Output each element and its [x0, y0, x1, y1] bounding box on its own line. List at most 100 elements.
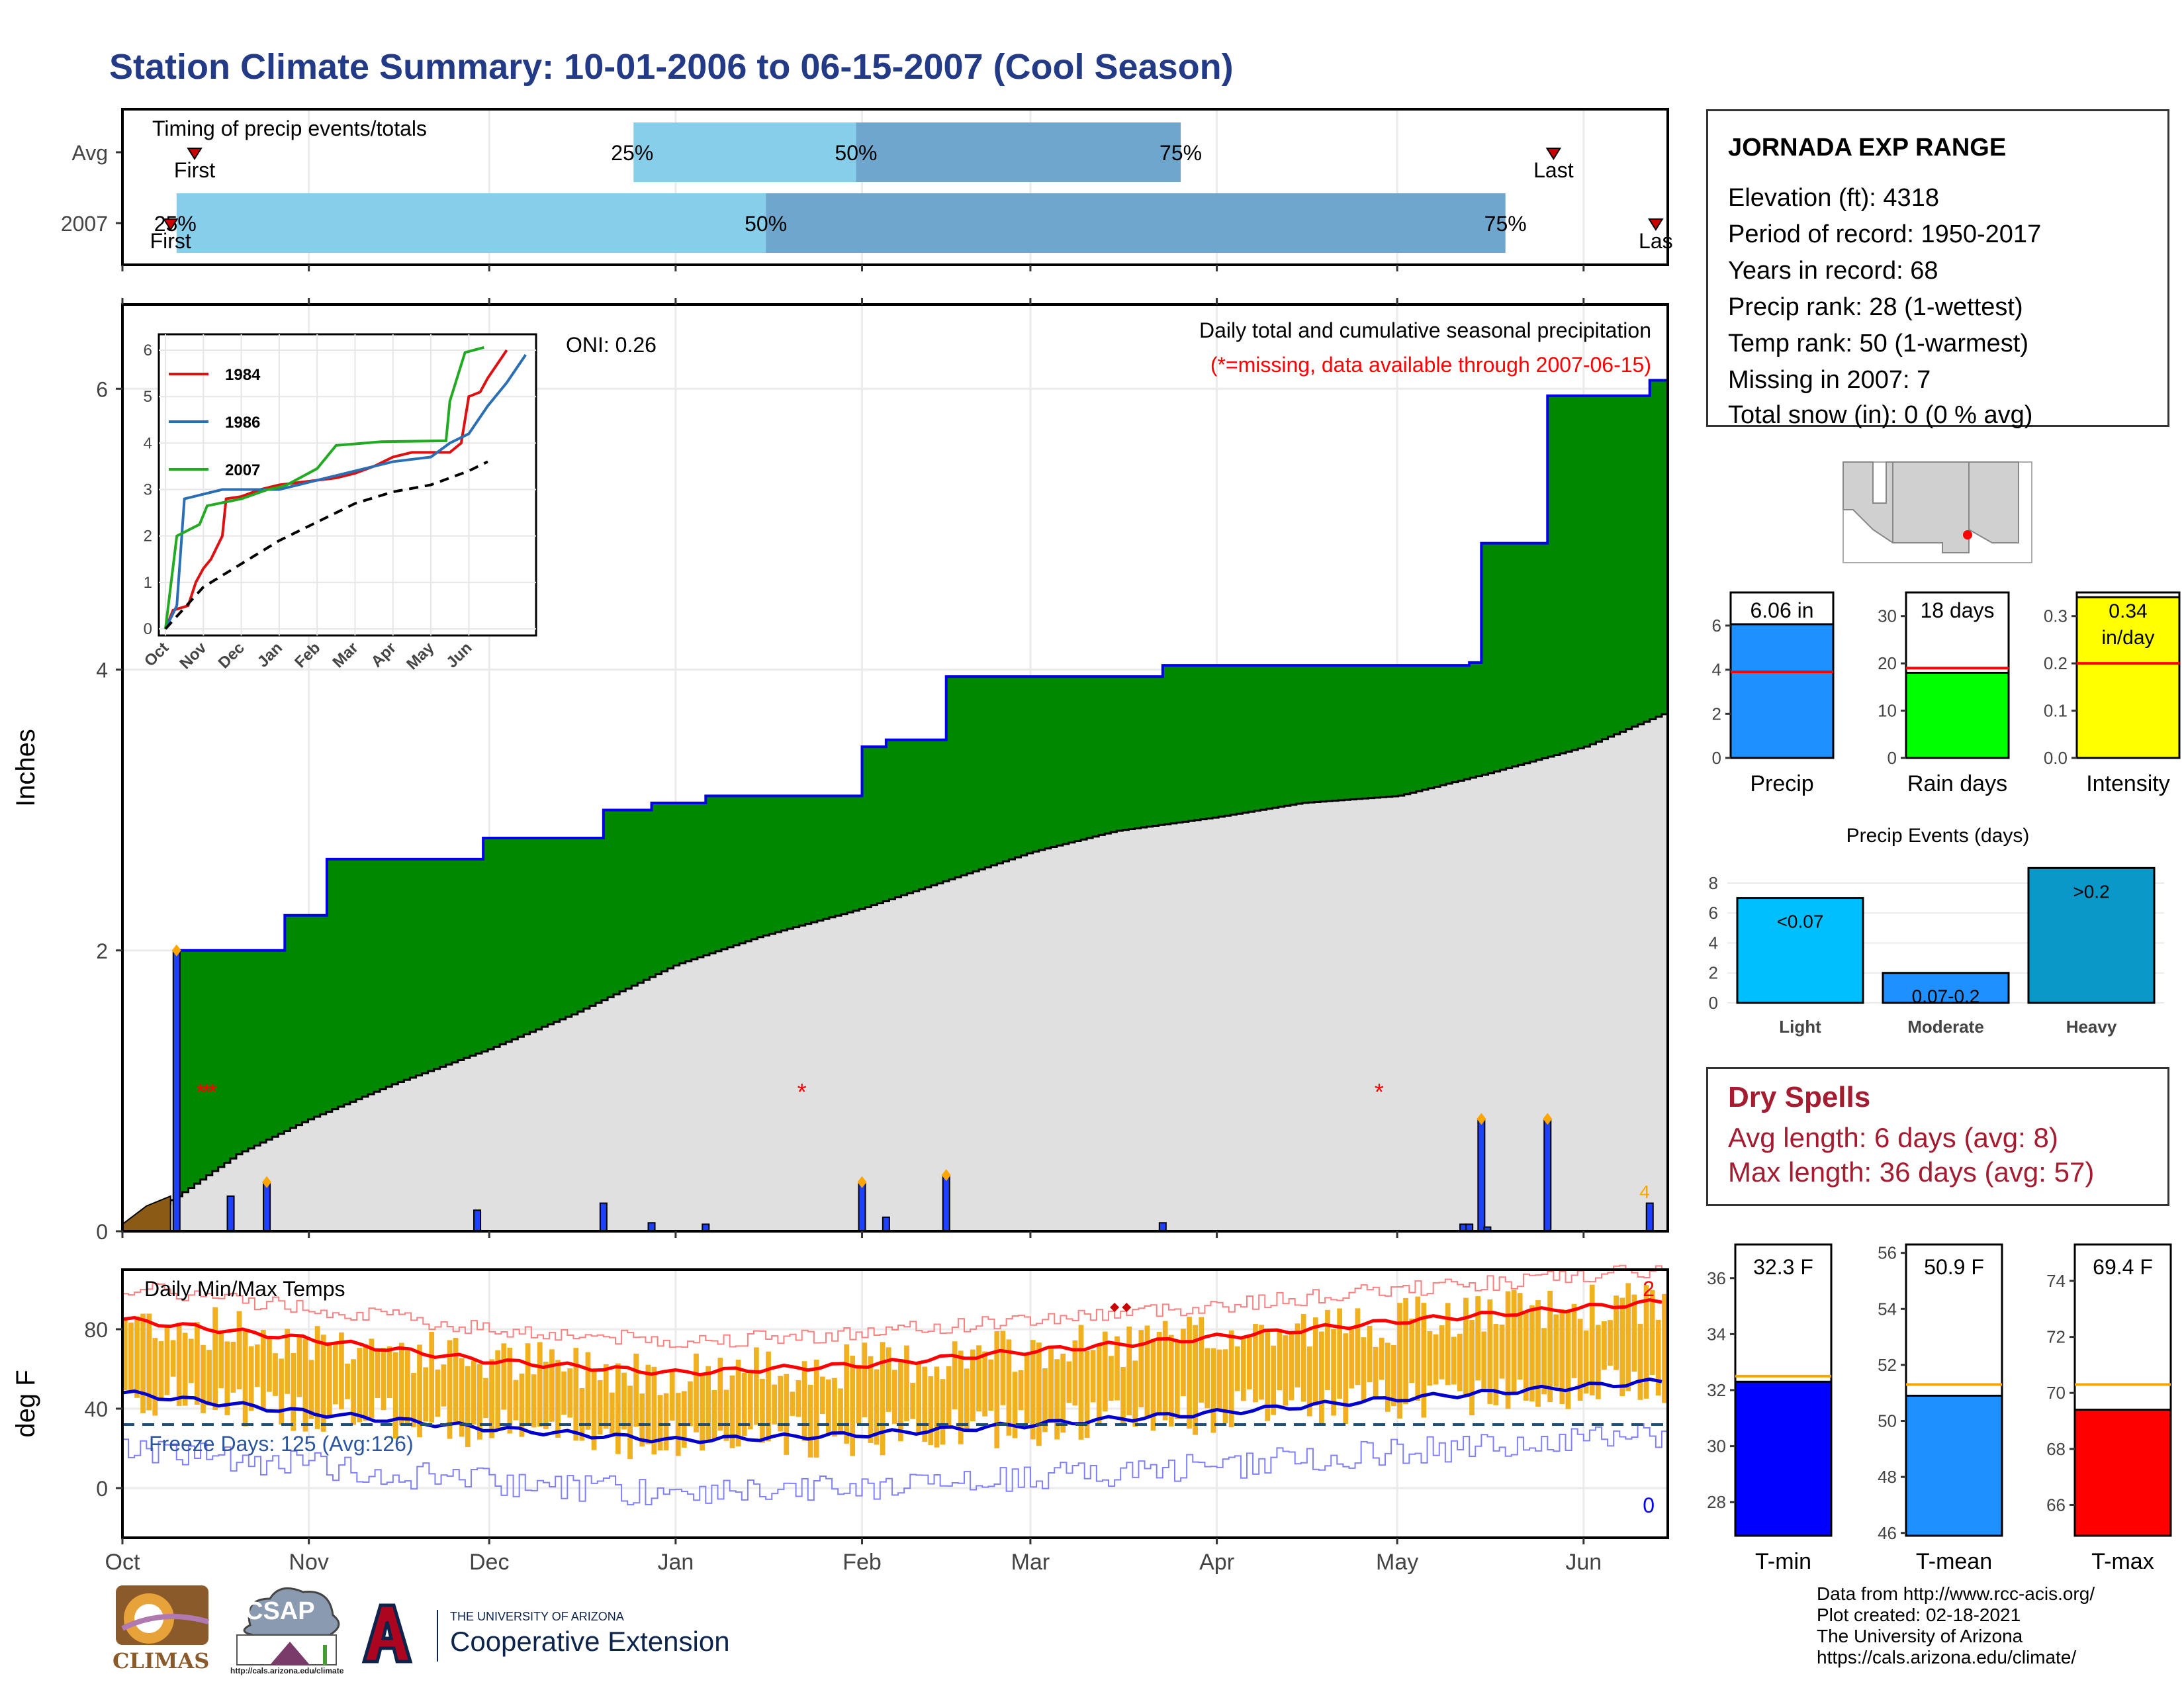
- missing-data-marker: *: [797, 1078, 807, 1105]
- daily-temp-range-bar: [862, 1342, 868, 1418]
- daily-temp-range-bar: [1205, 1348, 1210, 1409]
- daily-temp-range-bar: [267, 1336, 272, 1392]
- events-category-label: Light: [1779, 1017, 1821, 1037]
- daily-temp-range-bar: [1361, 1337, 1367, 1401]
- precip-y-tick-label: 2: [96, 939, 108, 963]
- temp-summary-y-tick-label: 36: [1707, 1268, 1726, 1288]
- record-low-line: [122, 1423, 1668, 1506]
- daily-temp-range-bar: [381, 1348, 387, 1411]
- daily-temp-range-bar: [1150, 1338, 1156, 1431]
- daily-temp-range-bar: [1181, 1329, 1186, 1396]
- daily-temp-range-bar: [1643, 1285, 1649, 1399]
- daily-temp-range-bar: [723, 1389, 729, 1441]
- station-years: Years in record: 68: [1728, 257, 1938, 285]
- daily-temp-range-bar: [645, 1364, 651, 1444]
- daily-temp-range-bar: [964, 1368, 970, 1430]
- timing-label-50: 50%: [835, 141, 877, 165]
- temp-summary-y-tick-label: 70: [2046, 1383, 2066, 1403]
- month-tick-label: Jun: [1565, 1550, 1602, 1575]
- dry-spells-title: Dry Spells: [1728, 1081, 1871, 1113]
- daily-temp-range-bar: [615, 1363, 621, 1454]
- dry-spells-avg: Avg length: 6 days (avg: 8): [1728, 1122, 2058, 1153]
- temp-summary-y-tick-label: 52: [1878, 1355, 1897, 1375]
- summary-category-label: Precip: [1750, 771, 1813, 796]
- daily-temp-range-bar: [326, 1342, 332, 1419]
- daily-temp-range-bar: [1517, 1293, 1523, 1380]
- climas-logo: CLIMAS: [109, 1582, 215, 1673]
- daily-temp-range-bar: [1619, 1297, 1625, 1397]
- daily-temp-range-bar: [1403, 1297, 1408, 1405]
- summary-category-label: Rain days: [1907, 771, 2007, 796]
- daily-temp-range-bar: [435, 1369, 441, 1417]
- summary-y-tick-label: 2: [1712, 704, 1721, 724]
- daily-temp-range-bar: [1325, 1309, 1330, 1391]
- daily-temp-range-bar: [1174, 1340, 1180, 1420]
- daily-precip-marker: [1543, 1113, 1553, 1125]
- events-category-label: Moderate: [1907, 1017, 1984, 1037]
- daily-temp-range-bar: [1475, 1296, 1480, 1381]
- daily-temp-range-bar: [212, 1307, 218, 1411]
- daily-temp-range-bar: [375, 1349, 381, 1398]
- daily-temp-range-bar: [1054, 1359, 1060, 1440]
- summary-y-tick-label: 0.0: [2044, 748, 2068, 768]
- daily-temp-range-bar: [567, 1368, 573, 1418]
- daily-temp-range-bar: [513, 1380, 519, 1421]
- daily-temp-range-bar: [1234, 1346, 1240, 1391]
- daily-temp-range-bar: [639, 1393, 645, 1447]
- daily-temp-range-bar: [1602, 1321, 1607, 1370]
- daily-temp-range-bar: [1373, 1346, 1379, 1397]
- daily-temp-range-bar: [1331, 1329, 1336, 1416]
- daily-temp-range-bar: [549, 1349, 555, 1422]
- daily-temp-range-bar: [688, 1381, 693, 1427]
- temp-summary-y-tick-label: 30: [1707, 1436, 1726, 1456]
- daily-temp-range-bar: [1541, 1328, 1547, 1395]
- csap-label: CSAP: [245, 1597, 315, 1625]
- daily-temp-range-bar: [1090, 1350, 1096, 1403]
- precip-y-tick-label: 0: [96, 1220, 108, 1244]
- daily-temp-range-bar: [1072, 1340, 1078, 1406]
- daily-precip-marker: [941, 1169, 951, 1182]
- temp-summary-category: T-max: [2091, 1549, 2154, 1574]
- daily-temp-range-bar: [1637, 1323, 1643, 1400]
- daily-temp-range-bar: [1042, 1368, 1048, 1432]
- inset-legend-label: 2007: [225, 461, 260, 479]
- daily-temp-range-bar: [417, 1344, 422, 1438]
- daily-temp-range-bar: [675, 1393, 681, 1456]
- daily-temp-range-bar: [832, 1378, 837, 1437]
- daily-temp-range-bar: [1132, 1360, 1138, 1427]
- daily-temp-range-bar: [260, 1330, 266, 1411]
- daily-temp-range-bar: [182, 1333, 188, 1406]
- timing-row-label: 2007: [61, 212, 108, 236]
- daily-temp-range-bar: [1259, 1325, 1264, 1400]
- temp-summary-y-tick-label: 56: [1878, 1243, 1897, 1263]
- daily-temp-range-bar: [838, 1388, 843, 1432]
- missing-data-marker: *: [196, 1078, 205, 1105]
- daily-temp-range-bar: [1583, 1330, 1589, 1393]
- summary-y-tick-label: 30: [1878, 606, 1897, 626]
- daily-temp-range-bar: [801, 1361, 807, 1441]
- daily-temp-range-bar: [976, 1345, 981, 1412]
- temp-summary-y-tick-label: 34: [1707, 1324, 1726, 1344]
- summary-y-tick-label: 0.1: [2044, 701, 2068, 721]
- daily-temp-range-bar: [1228, 1330, 1234, 1428]
- precip-max-label: 4: [1639, 1182, 1650, 1202]
- timing-bar-q25-q50: [176, 193, 766, 253]
- daily-temp-range-bar: [796, 1380, 801, 1417]
- daily-temp-range-bar: [694, 1353, 699, 1432]
- daily-temp-range-bar: [819, 1376, 825, 1415]
- events-bar-label: <0.07: [1777, 912, 1824, 932]
- daily-temp-range-bar: [146, 1313, 152, 1411]
- daily-temp-range-bar: [1487, 1299, 1493, 1404]
- events-category-label: Heavy: [2066, 1017, 2117, 1037]
- climas-label: CLIMAS: [113, 1648, 210, 1673]
- temp-summary-y-tick-label: 32: [1707, 1380, 1726, 1400]
- daily-temp-range-bar: [302, 1338, 308, 1432]
- daily-temp-range-bar: [1445, 1303, 1451, 1385]
- daily-temp-range-bar: [1589, 1284, 1595, 1395]
- daily-temp-range-bar: [934, 1366, 940, 1448]
- footer-url: https://cals.arizona.edu/climate/: [1817, 1647, 2077, 1667]
- record-high-marker: [1110, 1303, 1120, 1312]
- temp-summary-y-tick-label: 50: [1878, 1411, 1897, 1431]
- month-tick-label: Mar: [1011, 1550, 1050, 1575]
- station-missing: Missing in 2007: 7: [1728, 366, 1931, 394]
